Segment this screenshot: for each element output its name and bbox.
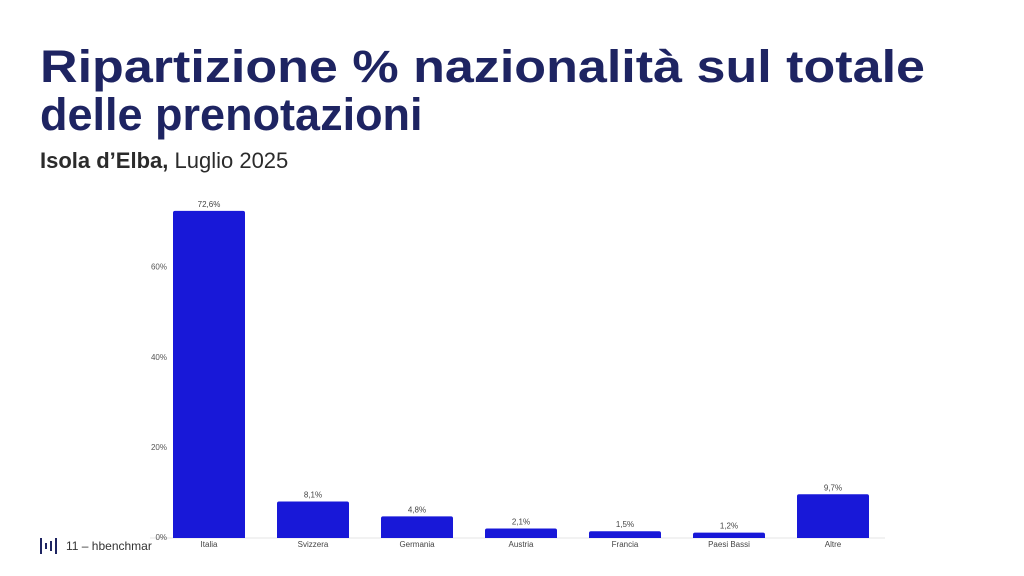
x-tick-label: Austria bbox=[509, 540, 534, 549]
x-tick-label: Francia bbox=[612, 540, 639, 549]
x-tick-label: Paesi Bassi bbox=[708, 540, 750, 549]
bar bbox=[277, 501, 349, 538]
subtitle: Isola d’Elba, Luglio 2025 bbox=[40, 148, 288, 173]
title-line: Ripartizione % nazionalità sul totale bbox=[40, 41, 925, 92]
x-tick-label: Germania bbox=[399, 540, 435, 549]
value-label: 8,1% bbox=[304, 490, 322, 499]
logo bbox=[40, 538, 57, 554]
value-label: 2,1% bbox=[512, 518, 530, 527]
value-label: 72,6% bbox=[198, 200, 221, 209]
bar bbox=[589, 531, 661, 538]
x-tick-label: Italia bbox=[201, 540, 218, 549]
value-label: 4,8% bbox=[408, 505, 426, 514]
bar bbox=[797, 494, 869, 538]
value-label: 9,7% bbox=[824, 483, 842, 492]
x-tick-label: Altre bbox=[825, 540, 842, 549]
footer: 11 – hbenchmar bbox=[66, 539, 152, 553]
subtitle-place: Isola d’Elba, bbox=[40, 148, 168, 173]
bar bbox=[381, 516, 453, 538]
bar bbox=[485, 528, 557, 538]
title-line: delle prenotazioni bbox=[40, 89, 423, 140]
y-tick-label: 60% bbox=[151, 263, 167, 272]
value-label: 1,2% bbox=[720, 522, 738, 531]
bar bbox=[693, 532, 765, 538]
subtitle-period: Luglio 2025 bbox=[175, 148, 289, 173]
x-tick-label: Svizzera bbox=[298, 540, 329, 549]
y-tick-label: 0% bbox=[155, 533, 167, 542]
value-label: 1,5% bbox=[616, 520, 634, 529]
bar bbox=[173, 210, 245, 539]
y-tick-label: 20% bbox=[151, 443, 167, 452]
y-tick-label: 40% bbox=[151, 353, 167, 362]
